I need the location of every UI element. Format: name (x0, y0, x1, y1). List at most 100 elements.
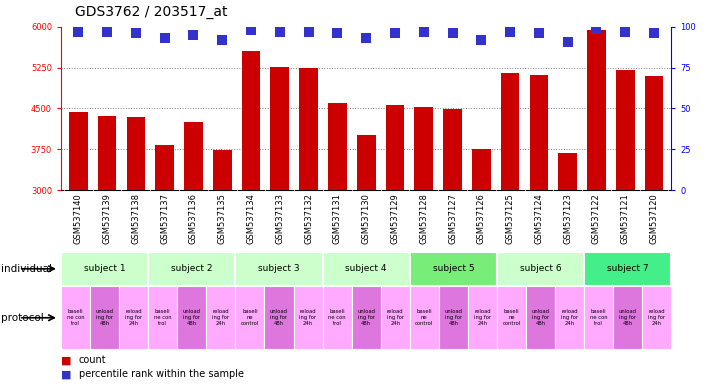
Text: unload
ing for
48h: unload ing for 48h (531, 310, 549, 326)
Bar (381, 286, 410, 349)
Bar (213, 150, 232, 190)
Text: GSM537134: GSM537134 (246, 193, 256, 244)
Text: GSM537123: GSM537123 (563, 193, 572, 244)
Bar (414, 107, 433, 190)
Bar (126, 117, 145, 190)
Text: baseli
ne con
trol: baseli ne con trol (590, 310, 607, 326)
Text: GSM537120: GSM537120 (650, 193, 658, 244)
Point (73, 29, 84, 35)
Bar (61, 286, 90, 349)
Text: unload
ing for
48h: unload ing for 48h (357, 310, 376, 326)
Text: GSM537126: GSM537126 (477, 193, 486, 244)
Bar (184, 122, 202, 190)
Text: unload
ing for
48h: unload ing for 48h (619, 310, 637, 326)
Text: GSM537135: GSM537135 (218, 193, 227, 244)
Point (101, 29, 113, 35)
Point (447, 30, 458, 36)
Point (562, 38, 574, 45)
Text: subject 4: subject 4 (345, 264, 387, 273)
Text: GSM537133: GSM537133 (275, 193, 284, 244)
Text: GSM537138: GSM537138 (131, 193, 141, 244)
Text: GSM537136: GSM537136 (189, 193, 198, 244)
Text: baseli
ne con
trol: baseli ne con trol (154, 310, 172, 326)
Bar (299, 68, 318, 190)
Bar (500, 73, 520, 190)
Text: GSM537139: GSM537139 (103, 193, 111, 244)
Text: subject 3: subject 3 (258, 264, 300, 273)
Text: reload
ing for
24h: reload ing for 24h (648, 310, 666, 326)
Text: baseli
ne
control: baseli ne control (241, 310, 259, 326)
Bar (386, 105, 404, 190)
Bar (616, 70, 635, 190)
Point (303, 29, 314, 35)
Text: subject 1: subject 1 (84, 264, 126, 273)
Text: unload
ing for
48h: unload ing for 48h (95, 310, 113, 326)
Text: GSM537122: GSM537122 (592, 193, 601, 244)
Bar (119, 286, 148, 349)
Point (332, 30, 343, 36)
Point (217, 37, 228, 43)
Text: percentile rank within the sample: percentile rank within the sample (79, 369, 244, 379)
Bar (177, 286, 206, 349)
Point (274, 29, 286, 35)
Text: baseli
ne con
trol: baseli ne con trol (67, 310, 85, 326)
Bar (559, 152, 577, 190)
Text: reload
ing for
24h: reload ing for 24h (299, 310, 317, 326)
Text: GSM537124: GSM537124 (534, 193, 544, 244)
Bar (555, 286, 584, 349)
Bar (526, 286, 555, 349)
Text: reload
ing for
24h: reload ing for 24h (213, 310, 230, 326)
Text: baseli
ne con
trol: baseli ne con trol (328, 310, 346, 326)
Text: count: count (79, 355, 106, 365)
Text: unload
ing for
48h: unload ing for 48h (183, 310, 201, 326)
Point (130, 30, 141, 36)
Bar (206, 286, 236, 349)
Bar (61, 252, 148, 286)
Text: GSM537128: GSM537128 (419, 193, 428, 244)
Bar (468, 286, 497, 349)
Bar (410, 286, 439, 349)
Bar (90, 286, 119, 349)
Text: ■: ■ (61, 355, 72, 365)
Text: reload
ing for
24h: reload ing for 24h (561, 310, 578, 326)
Bar (155, 145, 174, 190)
Text: reload
ing for
24h: reload ing for 24h (474, 310, 491, 326)
Bar (98, 116, 116, 190)
Point (475, 37, 487, 43)
Bar (613, 286, 643, 349)
Text: GSM537131: GSM537131 (333, 193, 342, 244)
Bar (236, 252, 322, 286)
Text: GSM537121: GSM537121 (621, 193, 630, 244)
Text: subject 2: subject 2 (171, 264, 213, 273)
Point (418, 29, 429, 35)
Bar (322, 252, 410, 286)
Bar (148, 252, 236, 286)
Bar (271, 67, 289, 190)
Text: protocol: protocol (1, 313, 44, 323)
Bar (584, 286, 613, 349)
Text: GSM537132: GSM537132 (304, 193, 313, 244)
Text: subject 6: subject 6 (520, 264, 561, 273)
Point (246, 27, 257, 33)
Text: GSM537137: GSM537137 (160, 193, 169, 244)
Text: ■: ■ (61, 369, 72, 379)
Point (504, 29, 516, 35)
Bar (236, 286, 264, 349)
Text: subject 5: subject 5 (432, 264, 474, 273)
Point (648, 30, 660, 36)
Text: GSM537129: GSM537129 (391, 193, 399, 244)
Bar (472, 149, 490, 190)
Point (591, 25, 602, 31)
Text: GSM537130: GSM537130 (362, 193, 370, 244)
Point (389, 30, 401, 36)
Bar (497, 286, 526, 349)
Text: unload
ing for
48h: unload ing for 48h (444, 310, 462, 326)
Point (533, 30, 545, 36)
Bar (443, 109, 462, 190)
Bar (530, 75, 549, 190)
Bar (328, 103, 347, 190)
Bar (352, 286, 381, 349)
Text: baseli
ne
control: baseli ne control (503, 310, 521, 326)
Bar (643, 286, 671, 349)
Bar (322, 286, 352, 349)
